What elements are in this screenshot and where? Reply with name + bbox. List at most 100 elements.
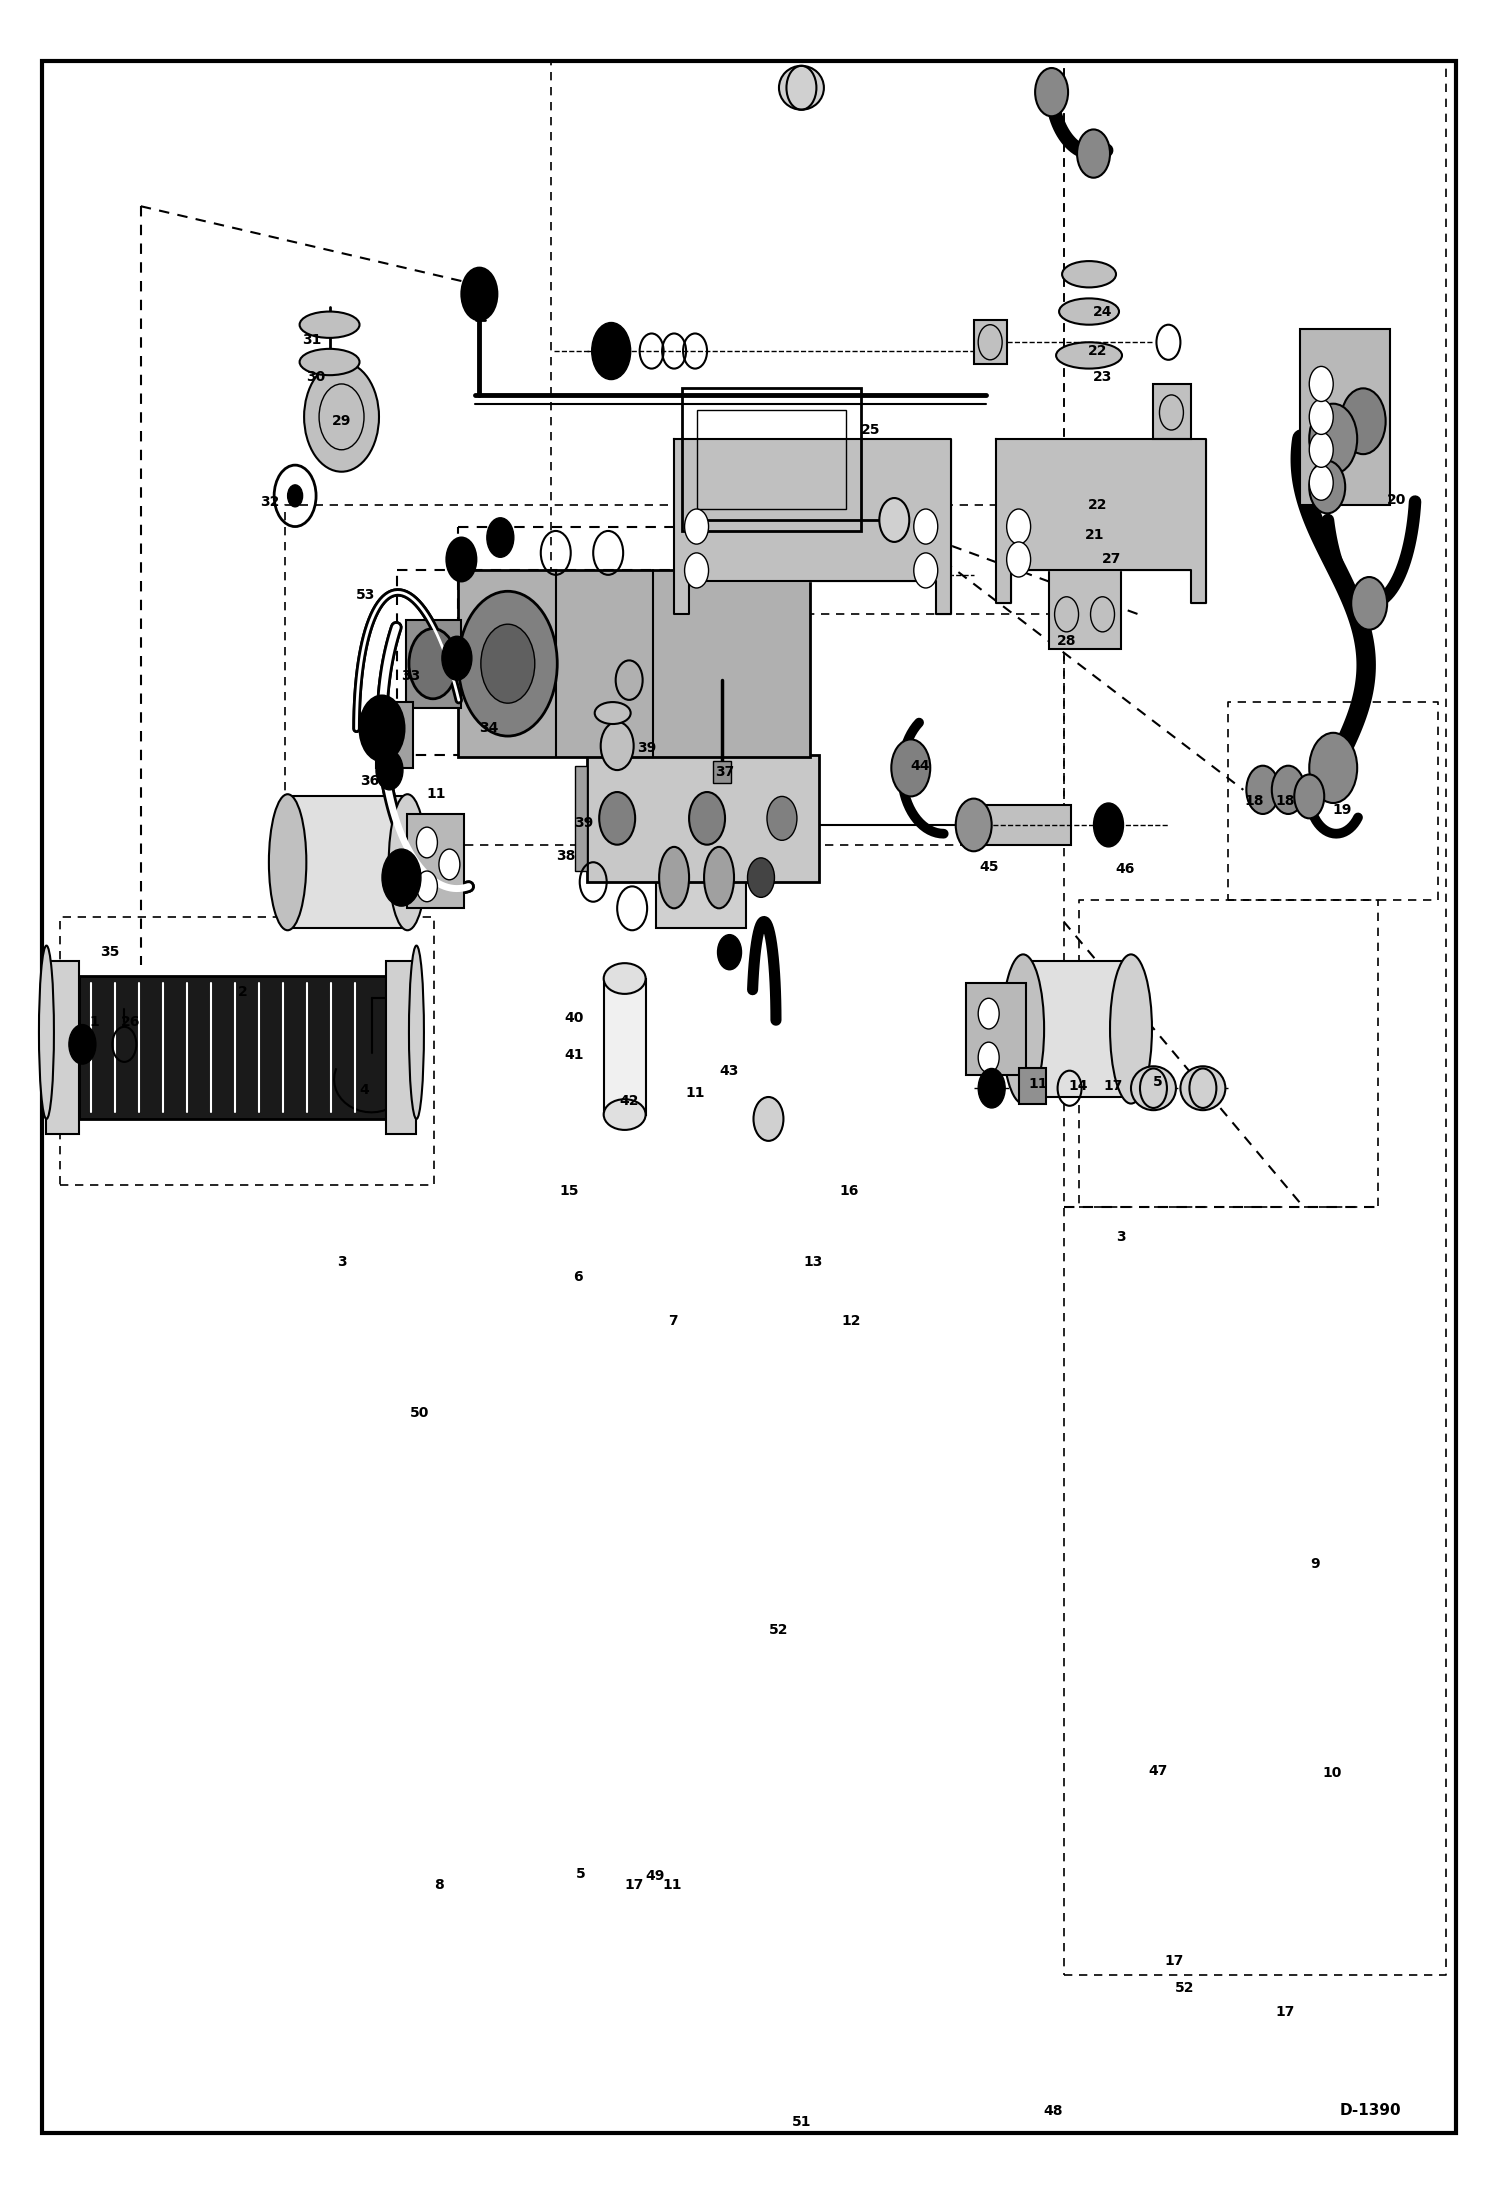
Text: 47: 47	[1149, 1764, 1167, 1777]
Ellipse shape	[1059, 298, 1119, 325]
Ellipse shape	[300, 312, 360, 338]
Ellipse shape	[604, 1099, 646, 1130]
Circle shape	[753, 1097, 783, 1141]
Circle shape	[69, 1025, 96, 1064]
Circle shape	[978, 1068, 1005, 1108]
Circle shape	[891, 739, 930, 796]
Text: 19: 19	[1333, 803, 1351, 816]
Text: 5: 5	[1153, 1075, 1162, 1088]
Text: 5: 5	[577, 1867, 586, 1880]
Bar	[288, 796, 407, 928]
Text: 40: 40	[565, 1011, 583, 1025]
Text: 11: 11	[685, 1086, 706, 1099]
Text: 29: 29	[333, 415, 351, 428]
Bar	[1019, 1068, 1046, 1104]
Circle shape	[689, 792, 725, 845]
Text: 33: 33	[401, 669, 419, 682]
Circle shape	[1309, 366, 1333, 402]
Text: 30: 30	[307, 371, 325, 384]
Circle shape	[1094, 803, 1124, 847]
Text: 18: 18	[1243, 794, 1264, 807]
Bar	[682, 388, 861, 531]
Text: 28: 28	[1056, 634, 1077, 647]
Text: 6: 6	[574, 1270, 583, 1283]
Ellipse shape	[1062, 261, 1116, 287]
Text: 25: 25	[860, 423, 881, 437]
Text: 53: 53	[357, 588, 374, 601]
Text: 11: 11	[425, 788, 446, 801]
Polygon shape	[674, 439, 951, 614]
Text: 41: 41	[563, 1049, 584, 1062]
Bar	[407, 814, 464, 908]
Circle shape	[685, 553, 709, 588]
Bar	[1023, 961, 1131, 1097]
Ellipse shape	[409, 946, 424, 1119]
Circle shape	[442, 636, 472, 680]
Text: 24: 24	[1092, 305, 1113, 318]
Ellipse shape	[389, 794, 427, 930]
Ellipse shape	[1131, 1066, 1176, 1110]
Circle shape	[376, 750, 403, 790]
Text: 36: 36	[361, 774, 379, 788]
Circle shape	[1294, 774, 1324, 818]
Text: 37: 37	[716, 766, 734, 779]
Bar	[656, 829, 746, 928]
Circle shape	[360, 695, 404, 761]
Bar	[1049, 566, 1121, 649]
Circle shape	[718, 935, 742, 970]
Text: 22: 22	[1088, 498, 1109, 511]
Circle shape	[1077, 129, 1110, 178]
Ellipse shape	[268, 794, 306, 930]
Ellipse shape	[704, 847, 734, 908]
Circle shape	[748, 858, 774, 897]
Circle shape	[416, 827, 437, 858]
Ellipse shape	[779, 66, 824, 110]
Text: 22: 22	[1088, 344, 1109, 358]
Bar	[587, 755, 819, 882]
Circle shape	[382, 849, 421, 906]
Circle shape	[1246, 766, 1279, 814]
Text: 3: 3	[1116, 1231, 1125, 1244]
Text: 21: 21	[1085, 529, 1106, 542]
Ellipse shape	[604, 963, 646, 994]
Text: 45: 45	[978, 860, 999, 873]
Text: 11: 11	[662, 1878, 683, 1891]
Circle shape	[458, 590, 557, 737]
Text: 17: 17	[625, 1878, 643, 1891]
Bar	[575, 766, 587, 871]
Text: 42: 42	[619, 1095, 640, 1108]
Text: 32: 32	[261, 496, 279, 509]
Bar	[974, 320, 1007, 364]
Text: 11: 11	[1028, 1077, 1049, 1090]
Text: 46: 46	[1116, 862, 1134, 875]
Text: 48: 48	[1043, 2104, 1064, 2117]
Ellipse shape	[1110, 954, 1152, 1104]
Text: 43: 43	[721, 1064, 739, 1077]
Text: 20: 20	[1387, 494, 1405, 507]
Text: 12: 12	[840, 1314, 861, 1327]
Text: 14: 14	[1068, 1079, 1089, 1093]
Bar	[966, 983, 1026, 1075]
Text: 39: 39	[575, 816, 593, 829]
Text: D-1390: D-1390	[1339, 2104, 1402, 2117]
Text: 16: 16	[840, 1185, 858, 1198]
Bar	[376, 702, 413, 768]
Text: 26: 26	[121, 1016, 139, 1029]
Ellipse shape	[1180, 1066, 1225, 1110]
Circle shape	[1309, 461, 1345, 513]
Text: 9: 9	[1311, 1558, 1320, 1571]
Bar	[974, 805, 1071, 845]
Text: 50: 50	[410, 1406, 428, 1420]
Ellipse shape	[659, 847, 689, 908]
Circle shape	[1351, 577, 1387, 630]
Circle shape	[1007, 509, 1031, 544]
Text: 15: 15	[559, 1185, 580, 1198]
Text: 8: 8	[434, 1878, 443, 1891]
Text: 7: 7	[668, 1314, 677, 1327]
Circle shape	[481, 623, 535, 702]
Bar	[1153, 384, 1191, 439]
Circle shape	[1309, 399, 1333, 434]
Bar	[697, 410, 846, 509]
Circle shape	[416, 871, 437, 902]
Text: 44: 44	[909, 759, 930, 772]
